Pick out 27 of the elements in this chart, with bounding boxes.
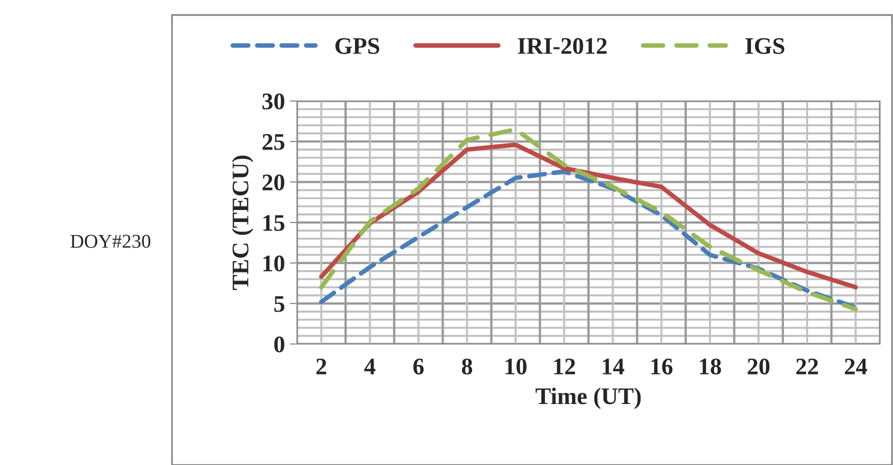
y-tick-label: 25 bbox=[262, 134, 284, 150]
y-tick-label: 15 bbox=[263, 215, 284, 231]
y-axis-title: TEC (TECU) bbox=[232, 156, 254, 290]
legend-label: IRI-2012 bbox=[518, 38, 607, 54]
x-tick-label: 12 bbox=[554, 358, 575, 374]
y-tick-label: 5 bbox=[274, 296, 284, 312]
x-tick-label: 14 bbox=[602, 358, 624, 374]
line-series bbox=[319, 127, 858, 312]
x-tick-label: 22 bbox=[796, 358, 818, 374]
x-tick-label: 20 bbox=[748, 358, 770, 375]
x-tick-label: 24 bbox=[844, 358, 868, 374]
y-tick-label: 10 bbox=[263, 255, 284, 272]
y-tick-label: 0 bbox=[274, 336, 284, 352]
x-tick-label: 8 bbox=[462, 358, 472, 375]
x-tick-label: 2 bbox=[316, 358, 326, 374]
x-tick-label: 6 bbox=[413, 358, 424, 375]
y-tick-label: 30 bbox=[262, 93, 284, 110]
line-series bbox=[319, 142, 858, 290]
x-tick-label: 10 bbox=[506, 358, 527, 375]
x-tick-label: 4 bbox=[364, 358, 376, 374]
x-tick-label: 16 bbox=[651, 358, 672, 375]
legend-label: IGS bbox=[745, 38, 784, 54]
x-axis-title: Time (UT) bbox=[536, 388, 641, 410]
x-tick-label: 18 bbox=[700, 358, 721, 375]
text: DOY#230 bbox=[70, 234, 150, 248]
y-tick-label: 20 bbox=[262, 174, 284, 190]
legend-label: GPS bbox=[335, 38, 380, 54]
